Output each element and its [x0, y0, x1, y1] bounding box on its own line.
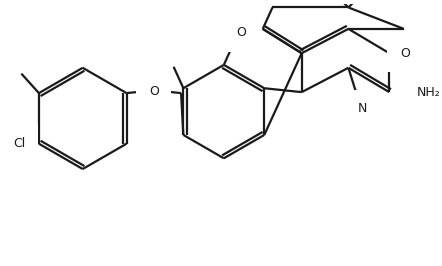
Text: N: N — [357, 102, 367, 115]
Text: NH₂: NH₂ — [416, 86, 440, 99]
Text: O: O — [400, 47, 410, 60]
Text: O: O — [149, 85, 159, 98]
Text: NH₂: NH₂ — [416, 86, 440, 99]
Text: O: O — [236, 26, 246, 39]
Text: O: O — [149, 85, 159, 98]
Text: O: O — [236, 26, 246, 39]
Text: Cl: Cl — [13, 137, 25, 150]
Text: O: O — [400, 47, 410, 60]
Text: Cl: Cl — [13, 137, 25, 150]
Text: N: N — [357, 102, 367, 115]
